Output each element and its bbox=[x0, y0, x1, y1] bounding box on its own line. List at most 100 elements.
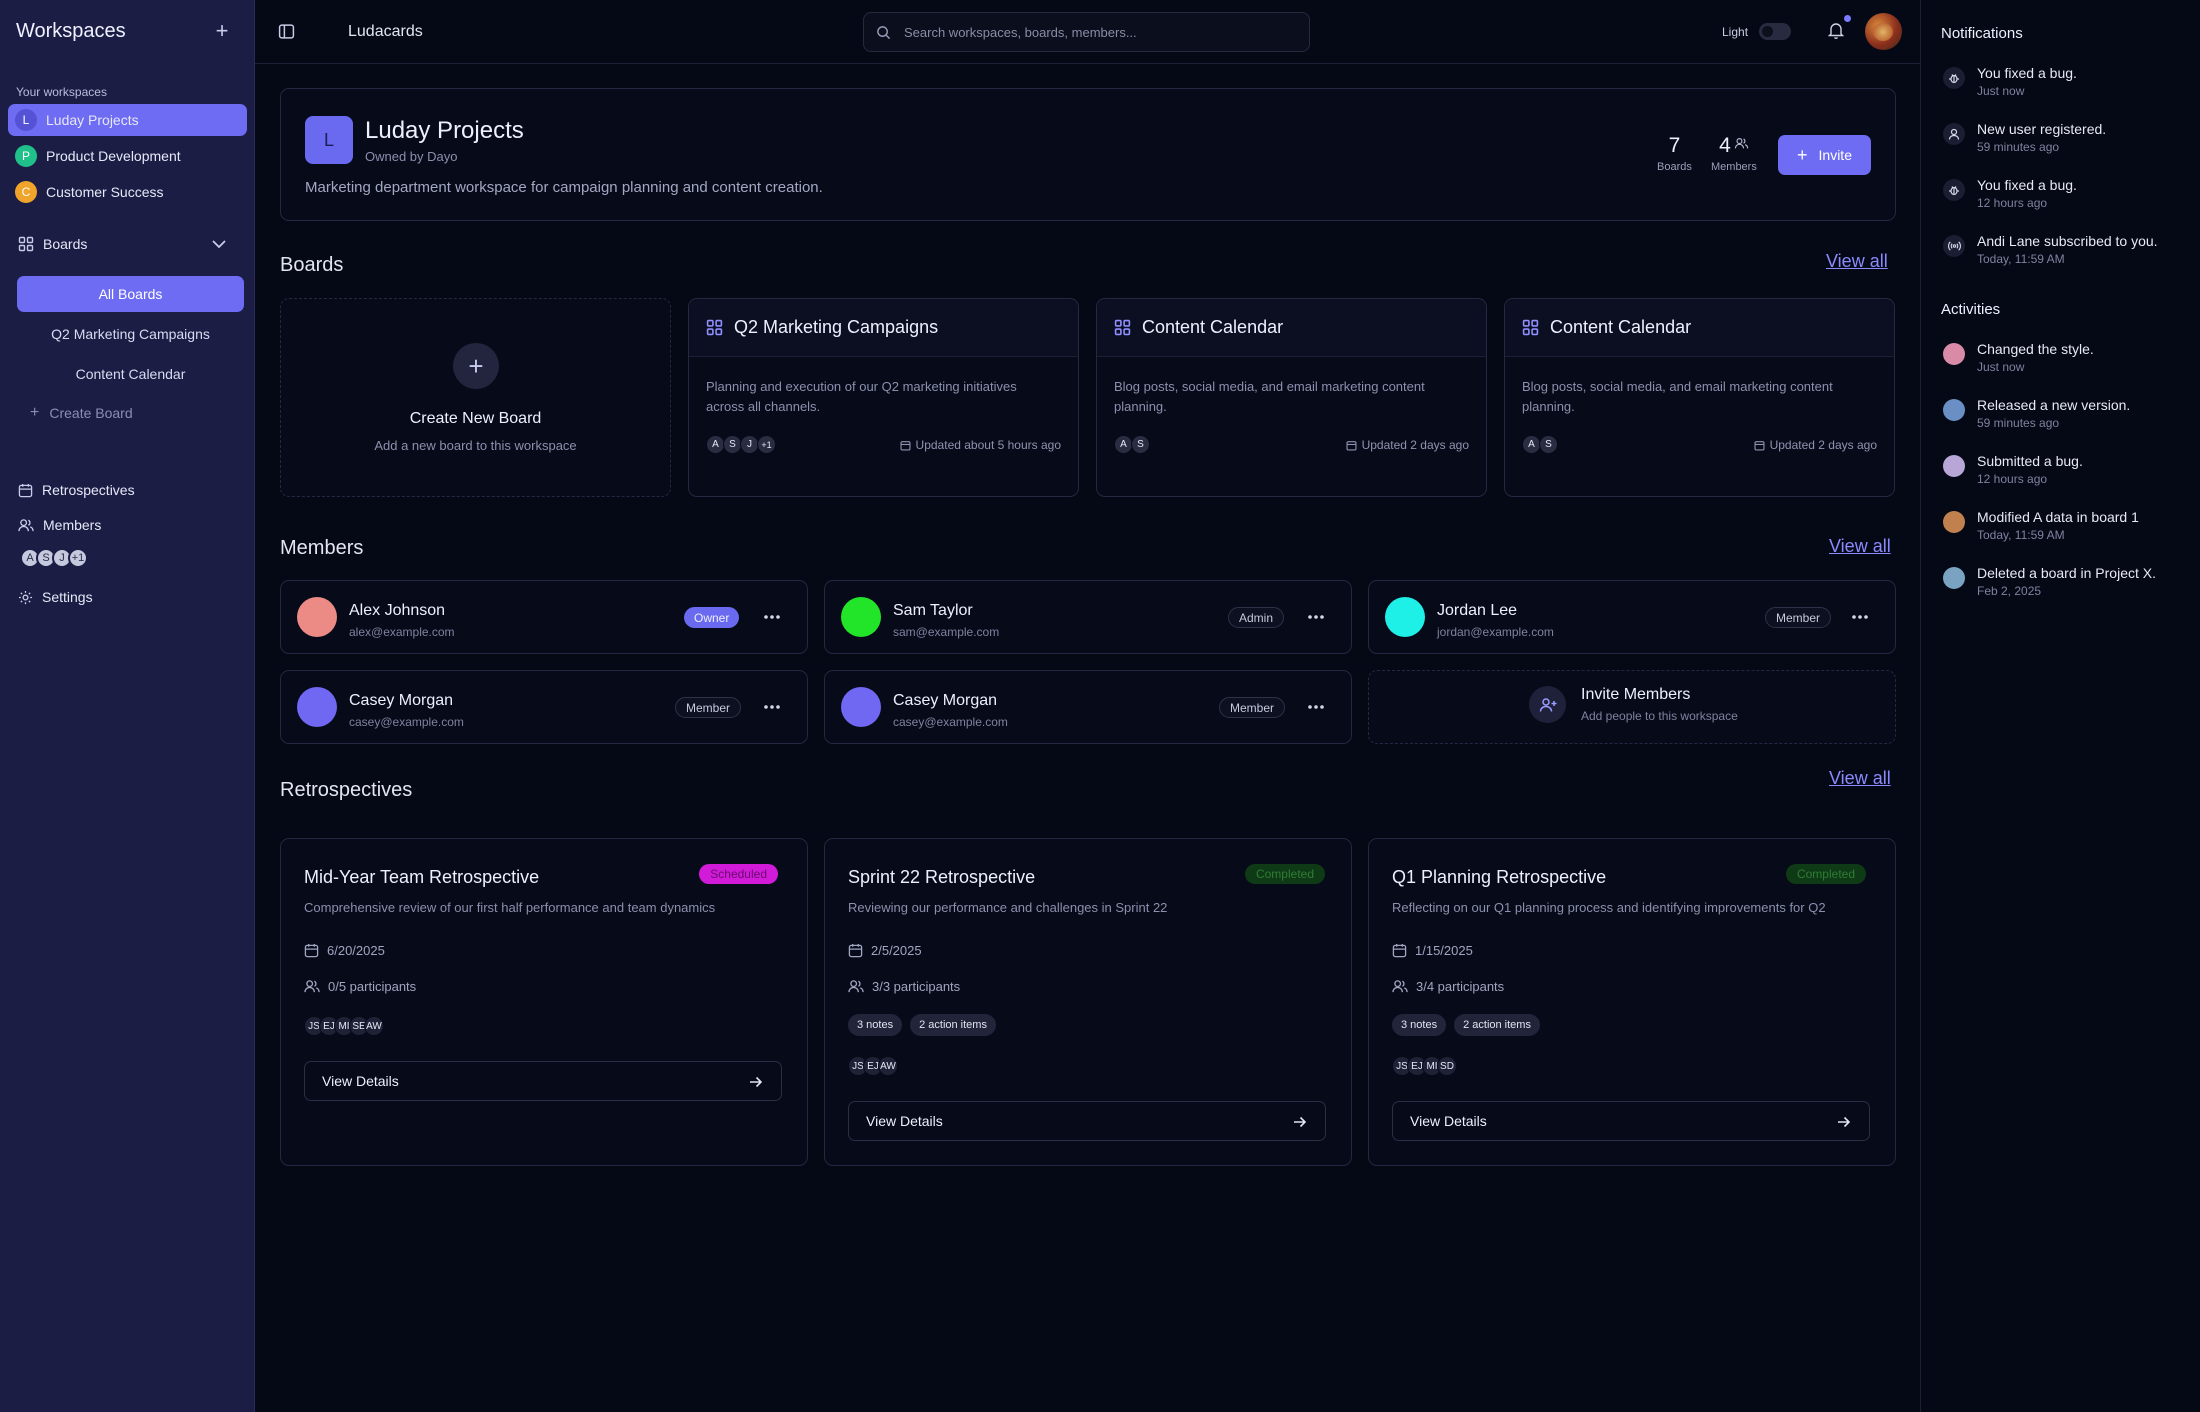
plus-icon[interactable]: + bbox=[453, 343, 499, 389]
users-icon bbox=[18, 518, 34, 531]
retrospectives-section-title: Retrospectives bbox=[280, 779, 413, 801]
activity-item[interactable]: Deleted a board in Project X. Feb 2, 2025 bbox=[1943, 565, 2156, 598]
notification-item[interactable]: New user registered. 59 minutes ago bbox=[1943, 121, 2106, 154]
avatar bbox=[841, 597, 881, 637]
boards-stat-label: Boards bbox=[1657, 161, 1692, 173]
calendar-icon bbox=[1346, 440, 1357, 451]
members-view-all-link[interactable]: View all bbox=[1829, 536, 1891, 556]
theme-toggle[interactable] bbox=[1759, 23, 1791, 40]
grid-icon bbox=[18, 236, 34, 252]
members-section-title: Members bbox=[280, 537, 364, 559]
avatar: A bbox=[1114, 435, 1133, 454]
retrospective-card: Q1 Planning Retrospective Completed Refl… bbox=[1368, 838, 1896, 1166]
view-details-button[interactable]: View Details bbox=[304, 1061, 782, 1101]
notification-dot bbox=[1844, 15, 1851, 22]
search-input[interactable] bbox=[904, 24, 1294, 40]
nav-members-label: Members bbox=[43, 517, 102, 533]
invite-members-card[interactable]: Invite Members Add people to this worksp… bbox=[1368, 670, 1896, 744]
member-email: jordan@example.com bbox=[1437, 625, 1554, 639]
bug-icon bbox=[1943, 67, 1965, 89]
workspace-item-luday-projects[interactable]: L Luday Projects bbox=[8, 104, 247, 136]
invite-members-subtitle: Add people to this workspace bbox=[1581, 709, 1738, 723]
more-options-icon[interactable] bbox=[1307, 608, 1325, 626]
nav-members[interactable]: Members bbox=[18, 514, 101, 536]
activity-time: Today, 11:59 AM bbox=[1977, 528, 2065, 542]
view-details-button[interactable]: View Details bbox=[1392, 1101, 1870, 1141]
notification-item[interactable]: You fixed a bug. Just now bbox=[1943, 65, 2077, 98]
participants-text: 3/3 participants bbox=[872, 979, 961, 994]
notification-item[interactable]: Andi Lane subscribed to you. Today, 11:59… bbox=[1943, 233, 2158, 266]
breadcrumb[interactable]: Ludacards bbox=[348, 23, 423, 40]
member-name: Sam Taylor bbox=[893, 602, 973, 619]
boards-view-all-link[interactable]: View all bbox=[1826, 251, 1888, 271]
nav-retrospectives[interactable]: Retrospectives bbox=[18, 479, 135, 501]
activity-item[interactable]: Changed the style. Just now bbox=[1943, 341, 2094, 374]
gear-icon bbox=[18, 590, 33, 604]
more-options-icon[interactable] bbox=[763, 698, 781, 716]
create-board-card[interactable]: + Create New Board Add a new board to th… bbox=[280, 298, 671, 497]
avatar: AW bbox=[364, 1016, 384, 1036]
project-owner: Owned by Dayo bbox=[365, 149, 458, 164]
workspace-badge: L bbox=[15, 109, 37, 131]
board-card[interactable]: Content Calendar Blog posts, social medi… bbox=[1096, 298, 1487, 497]
sidebar-board-content-calendar[interactable]: Content Calendar bbox=[75, 366, 186, 382]
search-bar bbox=[863, 12, 1310, 52]
member-name: Alex Johnson bbox=[349, 602, 446, 619]
notification-item[interactable]: You fixed a bug. 12 hours ago bbox=[1943, 177, 2077, 210]
notification-time: Just now bbox=[1977, 84, 2025, 98]
workspace-badge: P bbox=[15, 145, 37, 167]
avatar bbox=[1943, 567, 1965, 589]
invite-members-title: Invite Members bbox=[1581, 686, 1691, 703]
nav-settings[interactable]: Settings bbox=[18, 586, 93, 608]
role-badge: Admin bbox=[1228, 607, 1285, 628]
participants-text: 3/4 participants bbox=[1416, 979, 1505, 994]
notifications-title: Notifications bbox=[1941, 25, 2023, 42]
retrospective-title: Q1 Planning Retrospective bbox=[1392, 867, 1607, 887]
board-card[interactable]: Content Calendar Blog posts, social medi… bbox=[1504, 298, 1895, 497]
avatar bbox=[1943, 399, 1965, 421]
activity-item[interactable]: Modified A data in board 1 Today, 11:59 A… bbox=[1943, 509, 2139, 542]
invite-button[interactable]: + Invite bbox=[1778, 135, 1871, 175]
member-email: sam@example.com bbox=[893, 625, 1000, 639]
add-workspace-button[interactable]: + bbox=[215, 18, 229, 43]
sidebar-toggle-icon[interactable] bbox=[278, 23, 295, 40]
view-details-button[interactable]: View Details bbox=[848, 1101, 1326, 1141]
notes-chip: 3 notes bbox=[848, 1014, 903, 1036]
retrospective-date: 1/15/2025 bbox=[1392, 943, 1473, 958]
notification-time: 59 minutes ago bbox=[1977, 140, 2060, 154]
create-board-link[interactable]: + Create Board bbox=[30, 404, 133, 422]
member-name: Casey Morgan bbox=[893, 692, 998, 709]
board-description: Planning and execution of our Q2 marketi… bbox=[706, 379, 1017, 414]
member-email: casey@example.com bbox=[893, 715, 1008, 729]
arrow-right-icon bbox=[750, 1076, 763, 1088]
role-badge: Member bbox=[675, 697, 742, 718]
notifications-button[interactable] bbox=[1828, 15, 1851, 39]
more-options-icon[interactable] bbox=[763, 608, 781, 626]
activity-item[interactable]: Released a new version. 59 minutes ago bbox=[1943, 397, 2130, 430]
arrow-right-icon bbox=[1838, 1116, 1851, 1128]
sidebar-board-q2-marketing[interactable]: Q2 Marketing Campaigns bbox=[51, 326, 210, 342]
workspace-item-customer-success[interactable]: C Customer Success bbox=[8, 176, 247, 208]
retrospective-chips: 3 notes 2 action items bbox=[848, 1014, 1004, 1036]
activity-item[interactable]: Submitted a bug. 12 hours ago bbox=[1943, 453, 2083, 486]
notification-time: Today, 11:59 AM bbox=[1977, 252, 2065, 266]
more-options-icon[interactable] bbox=[1307, 698, 1325, 716]
status-badge: Completed bbox=[1785, 864, 1866, 884]
workspace-name: Customer Success bbox=[46, 184, 164, 200]
all-boards-button[interactable]: All Boards bbox=[17, 276, 244, 312]
create-board-subtitle: Add a new board to this workspace bbox=[374, 438, 577, 453]
calendar-icon bbox=[900, 440, 911, 451]
workspace-item-product-development[interactable]: P Product Development bbox=[8, 140, 247, 172]
create-board-label: Create Board bbox=[49, 405, 133, 421]
user-avatar[interactable] bbox=[1865, 13, 1902, 50]
chevron-down-icon[interactable] bbox=[210, 235, 228, 253]
retrospectives-view-all-link[interactable]: View all bbox=[1829, 768, 1891, 788]
toggle-knob bbox=[1762, 26, 1773, 37]
date-text: 6/20/2025 bbox=[327, 943, 385, 958]
board-updated: Updated 2 days ago bbox=[1754, 438, 1877, 452]
participant-initials: JS EJ MI SD bbox=[1392, 1056, 1457, 1076]
more-options-icon[interactable] bbox=[1851, 608, 1869, 626]
workspaces-section-label: Your workspaces bbox=[16, 85, 107, 99]
board-card[interactable]: Q2 Marketing Campaigns Planning and exec… bbox=[688, 298, 1079, 497]
boards-toggle[interactable]: Boards bbox=[18, 233, 228, 255]
